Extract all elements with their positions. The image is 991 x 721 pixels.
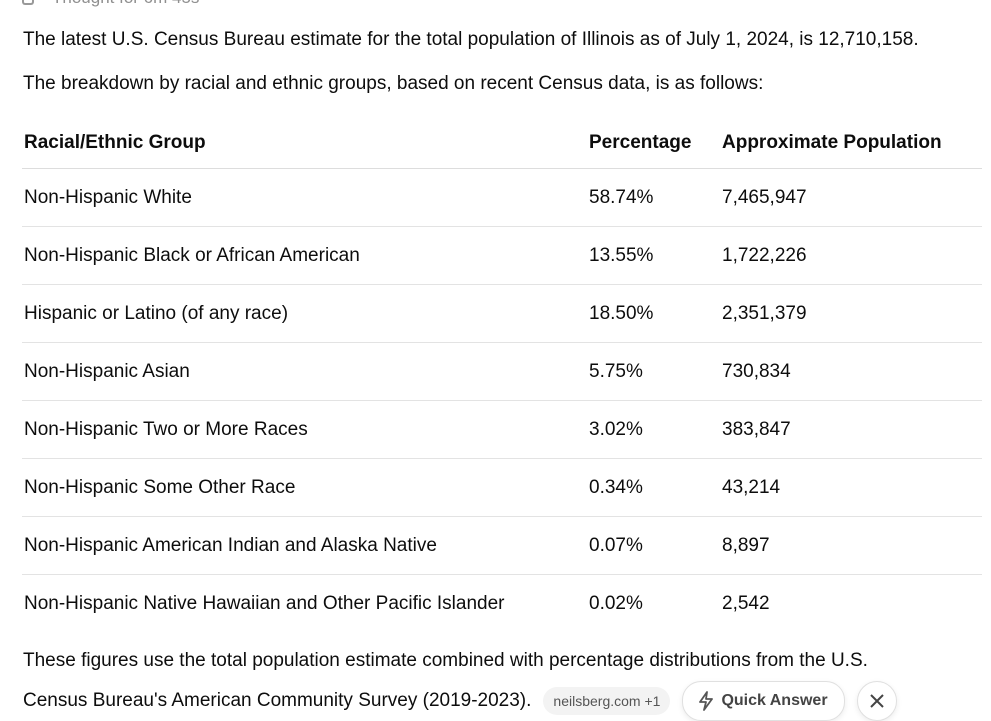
cell-percentage: 0.07% <box>587 516 720 575</box>
cell-group: Non-Hispanic White <box>22 168 587 227</box>
cell-group: Non-Hispanic Some Other Race <box>22 458 587 517</box>
cell-group: Non-Hispanic Native Hawaiian and Other P… <box>24 592 505 614</box>
close-button[interactable] <box>856 681 897 721</box>
footer-row-2: Census Bureau's American Community Surve… <box>23 681 897 721</box>
cell-percentage: 0.34% <box>587 458 720 517</box>
cell-group: Non-Hispanic Asian <box>22 342 587 401</box>
cell-group: Non-Hispanic Black or African American <box>22 226 587 285</box>
cell-group: Non-Hispanic Two or More Races <box>22 400 587 459</box>
thought-indicator[interactable]: Thought for 6m 45s <box>22 0 199 8</box>
cell-percentage: 58.74% <box>587 168 720 227</box>
source-chip[interactable]: neilsberg.com +1 <box>543 687 671 715</box>
cell-population: 730,834 <box>720 342 982 401</box>
lightning-icon <box>699 691 714 711</box>
cell-population: 43,214 <box>720 458 982 517</box>
thought-label: Thought for 6m 45s <box>52 0 199 8</box>
cell-population: 7,465,947 <box>720 168 982 227</box>
cell-population: 2,351,379 <box>720 284 982 343</box>
thought-icon <box>22 0 34 5</box>
cell-population: 383,847 <box>720 400 982 459</box>
header-population: Approximate Population <box>720 118 982 169</box>
table-row: Non-Hispanic Asian 5.75% 730,834 <box>22 342 982 401</box>
quick-answer-label: Quick Answer <box>721 692 828 709</box>
table-row: Hispanic or Latino (of any race) 18.50% 2,… <box>22 284 982 343</box>
cell-percentage: 13.55% <box>587 226 720 285</box>
header-group: Racial/Ethnic Group <box>22 118 587 169</box>
breakdown-intro: The breakdown by racial and ethnic group… <box>23 73 764 94</box>
footer-line-2: Census Bureau's American Community Surve… <box>23 690 532 711</box>
cell-group: Hispanic or Latino (of any race) <box>22 284 587 343</box>
cell-population: 2,542 <box>722 592 770 614</box>
cell-group: Non-Hispanic American Indian and Alaska … <box>22 516 587 575</box>
header-percentage: Percentage <box>587 118 720 169</box>
table-row: Non-Hispanic Some Other Race 0.34% 43,214 <box>22 458 982 517</box>
close-icon <box>869 694 884 708</box>
population-table: Racial/Ethnic Group Percentage Approxima… <box>22 118 982 632</box>
table-row: Non-Hispanic White 58.74% 7,465,947 <box>22 168 982 227</box>
cell-percentage: 3.02% <box>587 400 720 459</box>
cell-population: 1,722,226 <box>720 226 982 285</box>
table-row: Non-Hispanic Two or More Races 3.02% 383,8… <box>22 400 982 459</box>
cell-population: 8,897 <box>720 516 982 575</box>
cell-percentage: 5.75% <box>587 342 720 401</box>
quick-answer-button[interactable]: Quick Answer <box>682 681 845 721</box>
table-row: Non-Hispanic Native Hawaiian and Other P… <box>22 575 982 633</box>
footer-line-1: These figures use the total population e… <box>23 650 868 671</box>
cell-percentage: 0.02% <box>589 592 643 614</box>
intro-text: The latest U.S. Census Bureau estimate f… <box>23 29 919 50</box>
table-row: Non-Hispanic American Indian and Alaska … <box>22 516 982 575</box>
table-header: Racial/Ethnic Group Percentage Approxima… <box>22 118 982 169</box>
table-row: Non-Hispanic Black or African American 13… <box>22 226 982 285</box>
cell-percentage: 18.50% <box>587 284 720 343</box>
